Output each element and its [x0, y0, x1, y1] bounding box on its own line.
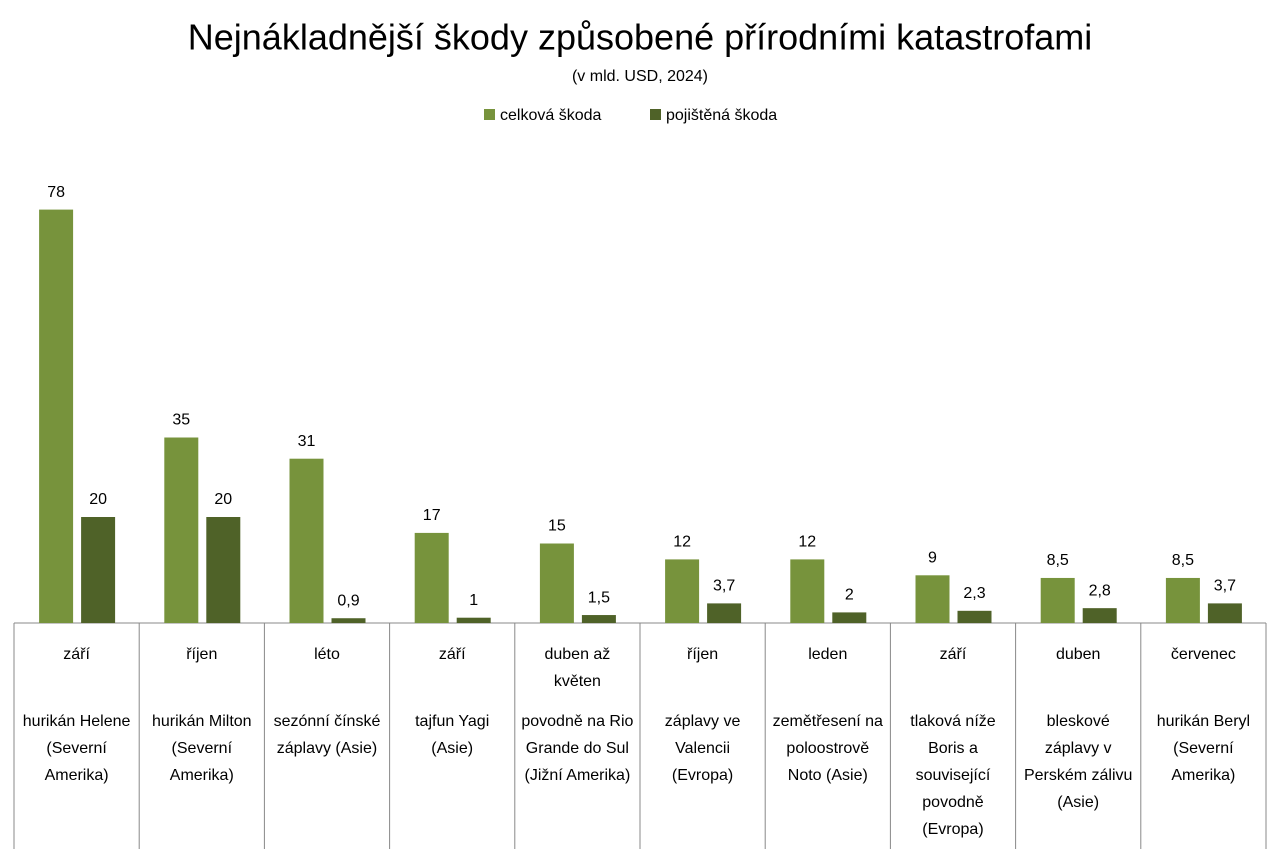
data-label: 12: [798, 534, 816, 551]
data-label: 2: [845, 587, 854, 604]
data-label: 1: [469, 592, 478, 609]
event-label: zemětřesení na poloostrově Noto (Asie): [772, 713, 883, 784]
bar: [581, 615, 616, 623]
chart-title: Nejnákladnější škody způsobené přírodním…: [188, 17, 1092, 58]
data-label: 12: [673, 534, 691, 551]
category-label: září: [438, 646, 466, 663]
category-label: říjen: [687, 646, 719, 663]
legend-label: pojištěná škoda: [666, 107, 777, 124]
category-label: duben až květen: [544, 646, 611, 690]
bar: [414, 532, 449, 623]
bar: [665, 559, 700, 623]
bar: [289, 458, 324, 623]
chart-subtitle: (v mld. USD, 2024): [572, 68, 708, 85]
bar: [957, 610, 992, 623]
data-label: 8,5: [1047, 552, 1069, 569]
data-label: 2,8: [1089, 582, 1111, 599]
legend-swatch: [484, 109, 495, 120]
bar: [39, 209, 74, 623]
data-label: 3,7: [713, 578, 735, 595]
data-label: 2,3: [963, 585, 985, 602]
event-label: bleskové záplavy v Perském zálivu (Asie): [1023, 713, 1133, 811]
category-label: leden: [808, 646, 848, 663]
bar: [164, 437, 199, 623]
data-label: 9: [928, 550, 937, 567]
bar: [81, 517, 116, 623]
event-label: tajfun Yagi (Asie): [415, 713, 490, 757]
bar: [1207, 603, 1242, 623]
category-label: září: [63, 646, 90, 663]
event-label: povodně na Rio Grande do Sul (Jižní Amer…: [521, 713, 634, 784]
data-label: 17: [423, 507, 441, 524]
bar: [707, 603, 742, 623]
data-label: 3,7: [1214, 578, 1236, 595]
category-label: září: [939, 646, 967, 663]
event-label: hurikán Beryl (Severní Amerika): [1156, 713, 1251, 784]
legend-label: celková škoda: [500, 107, 601, 124]
bar: [539, 543, 574, 623]
bar: [1040, 577, 1075, 623]
data-label: 15: [548, 518, 566, 535]
bar: [206, 517, 241, 623]
bar: [790, 559, 825, 623]
bar: [915, 575, 950, 623]
data-label: 20: [214, 491, 232, 508]
data-label: 20: [89, 491, 107, 508]
event-label: záplavy ve Valencii (Evropa): [664, 713, 741, 784]
bar: [1165, 577, 1200, 623]
bar: [832, 612, 867, 623]
data-label: 1,5: [588, 589, 610, 606]
category-label: červenec: [1170, 646, 1236, 663]
event-label: tlaková níže Boris a související povodně…: [910, 713, 996, 838]
legend-swatch: [650, 109, 661, 120]
category-label: léto: [314, 646, 340, 663]
event-label: sezónní čínské záplavy (Asie): [273, 713, 381, 757]
bar: [456, 617, 491, 623]
data-label: 0,9: [337, 592, 359, 609]
event-label: hurikán Helene (Severní Amerika): [22, 713, 131, 784]
data-label: 35: [172, 412, 190, 429]
bar: [1082, 608, 1117, 623]
event-label: hurikán Milton (Severní Amerika): [151, 713, 252, 784]
bar: [331, 618, 366, 623]
data-label: 31: [298, 433, 316, 450]
data-label: 8,5: [1172, 552, 1194, 569]
data-label: 78: [47, 184, 65, 201]
category-label: říjen: [186, 646, 218, 663]
category-label: duben: [1055, 646, 1101, 663]
